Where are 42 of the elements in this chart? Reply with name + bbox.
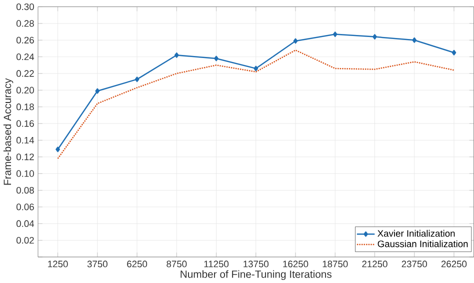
x-tick-label: 6250	[127, 260, 148, 268]
x-axis-title: Number of Fine-Tuning Iterations	[180, 270, 332, 280]
point	[214, 56, 218, 61]
y-tick-label: 0.02	[16, 236, 34, 244]
point	[254, 66, 258, 71]
point	[134, 76, 140, 82]
x-tick-label: 26250	[441, 260, 467, 268]
point	[332, 31, 338, 37]
x-tick-label: 21250	[362, 260, 388, 268]
y-tick-label: 0.22	[16, 70, 34, 77]
x-tick-label: 16250	[283, 260, 308, 268]
y-tick-label: 0.08	[16, 186, 34, 194]
point	[56, 146, 60, 152]
y-tick-label: 0.26	[16, 36, 34, 44]
y-tick-label: 0.20	[16, 86, 34, 94]
y-tick-label: 0.16	[16, 120, 34, 127]
x-tick-label: 23750	[402, 260, 427, 268]
y-tick-label: 0.12	[16, 153, 34, 160]
y-tick-label: 0.30	[16, 3, 34, 10]
point	[412, 37, 417, 43]
x-tick-label: 8750	[166, 260, 187, 268]
y-tick-label: 0.14	[16, 136, 34, 144]
x-tick-label: 11250	[204, 260, 229, 268]
x-tick-label: 3750	[87, 260, 108, 268]
y-tick-label: 0.18	[16, 103, 34, 110]
y-axis-title: Frame-based Accuracy	[3, 78, 14, 185]
x-tick-label: 13750	[244, 260, 269, 268]
point	[174, 52, 179, 58]
point	[95, 88, 100, 94]
legend-label: Xavier Initialization	[378, 230, 455, 237]
y-tick-label: 0.06	[16, 203, 34, 210]
y-tick-label: 0.24	[16, 53, 34, 60]
point	[452, 50, 456, 56]
line-series	[57, 49, 455, 159]
y-tick-label: 0.28	[16, 20, 34, 27]
x-tick-label: 1250	[48, 260, 68, 268]
y-tick-label: 0.10	[16, 170, 34, 177]
point	[293, 38, 298, 44]
x-tick-label: 18750	[322, 260, 348, 268]
legend-label: Gaussian Initialization	[378, 240, 468, 248]
y-tick-label: 0.04	[16, 220, 34, 227]
point	[372, 34, 377, 40]
